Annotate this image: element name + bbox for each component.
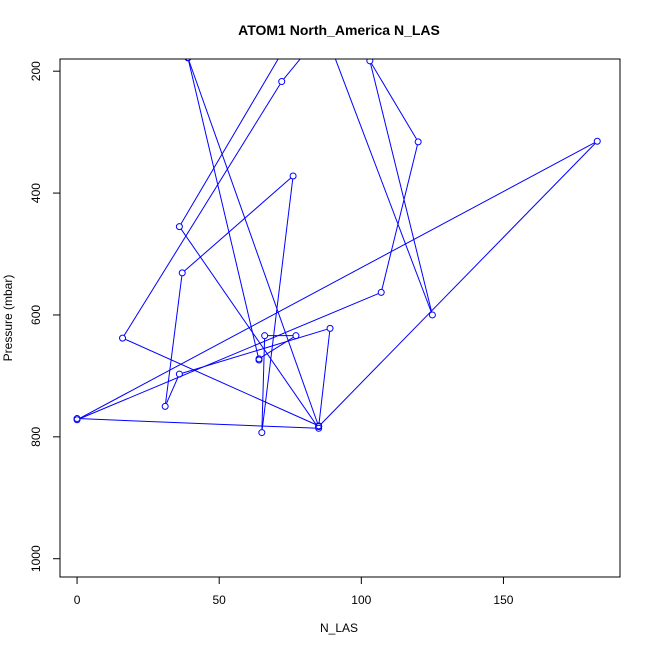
series-segment bbox=[318, 331, 331, 424]
data-point bbox=[255, 356, 263, 364]
x-tick-label: 0 bbox=[74, 593, 81, 607]
series-segment bbox=[370, 63, 433, 312]
series-segment bbox=[283, 59, 301, 80]
data-point bbox=[119, 334, 127, 342]
series-segment bbox=[320, 143, 596, 425]
data-point bbox=[261, 332, 269, 340]
data-point bbox=[428, 311, 436, 319]
series-segment bbox=[165, 276, 183, 404]
series-segment bbox=[188, 60, 259, 357]
x-axis-label: N_LAS bbox=[320, 621, 358, 635]
series-segment bbox=[188, 60, 319, 424]
y-axis-label: Pressure (mbar) bbox=[1, 275, 15, 362]
data-point bbox=[315, 424, 323, 432]
data-point bbox=[178, 269, 186, 277]
series-segment bbox=[166, 376, 179, 404]
y-tick-label: 1000 bbox=[29, 545, 43, 572]
x-tick-label: 150 bbox=[493, 593, 513, 607]
data-point bbox=[175, 223, 183, 231]
data-point bbox=[307, 44, 313, 50]
series-segment bbox=[79, 293, 379, 419]
data-point bbox=[326, 324, 334, 332]
series-segment bbox=[80, 418, 316, 429]
x-tick-label: 100 bbox=[351, 593, 371, 607]
data-point bbox=[184, 59, 192, 62]
chart-title: ATOM1 North_America N_LAS bbox=[238, 22, 440, 38]
data-point bbox=[289, 172, 297, 180]
series-segment bbox=[79, 142, 595, 419]
series-segment bbox=[180, 59, 279, 224]
series-segment bbox=[334, 59, 432, 313]
series-segment bbox=[381, 144, 418, 290]
y-tick-label: 800 bbox=[29, 427, 43, 447]
plot-frame bbox=[59, 58, 621, 578]
y-axis: 200 400 600 800 1000 bbox=[29, 61, 61, 572]
data-point bbox=[315, 422, 323, 430]
series-segment bbox=[371, 63, 417, 140]
x-tick-label: 50 bbox=[213, 593, 227, 607]
data-point bbox=[414, 138, 422, 146]
data-point bbox=[278, 78, 286, 86]
series-segment bbox=[182, 328, 328, 374]
y-tick-label: 600 bbox=[29, 305, 43, 325]
y-tick-label: 200 bbox=[29, 61, 43, 81]
data-point bbox=[593, 137, 601, 145]
data-point bbox=[73, 416, 81, 424]
series-segment bbox=[123, 84, 281, 336]
data-point bbox=[161, 402, 169, 410]
series-segment bbox=[261, 179, 294, 430]
data-point bbox=[366, 59, 374, 65]
series-segment bbox=[261, 338, 266, 430]
data-point bbox=[175, 370, 183, 378]
data-point bbox=[310, 0, 316, 3]
data-point bbox=[292, 332, 300, 340]
series-segment bbox=[184, 177, 291, 272]
data-point bbox=[258, 429, 266, 437]
series-segment bbox=[125, 339, 316, 425]
x-axis: 0 50 100 150 bbox=[74, 576, 514, 607]
data-point bbox=[377, 288, 385, 296]
y-tick-label: 400 bbox=[29, 183, 43, 203]
plot-series bbox=[73, 0, 601, 437]
